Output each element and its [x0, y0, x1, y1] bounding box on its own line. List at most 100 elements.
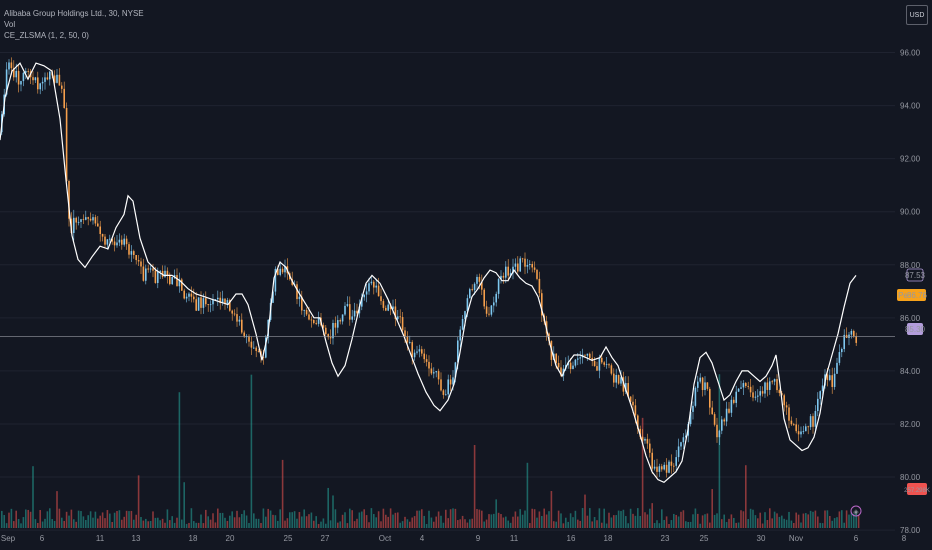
candle-body — [10, 62, 13, 69]
volume-bar — [41, 521, 44, 528]
volume-label: 257.298K — [904, 488, 930, 494]
volume-bar — [142, 520, 145, 528]
volume-bar — [188, 522, 190, 528]
candle-body — [793, 424, 795, 426]
candle-body — [658, 466, 661, 472]
candle-body — [130, 251, 133, 255]
price-axis[interactable]: 96.00 94.00 92.00 90.00 88.00 86.00 84.00 82.00… — [900, 49, 921, 536]
volume-bar — [490, 514, 493, 528]
volume-bar — [574, 510, 577, 528]
candle-body — [514, 263, 517, 267]
volume-bar — [1, 510, 3, 528]
y-tick-label: 84.00 — [900, 367, 921, 376]
candle-body — [627, 383, 629, 397]
volume-bar — [461, 515, 464, 528]
time-axis[interactable]: Sep 6 11 13 18 20 25 27 Oct 4 9 11 16 18 23 25 30 Nov 6 8 — [1, 534, 907, 543]
volume-bar — [557, 510, 560, 528]
volume-bar — [197, 522, 200, 528]
candle-body — [365, 291, 368, 295]
candle-body — [421, 349, 423, 354]
volume-bar — [809, 510, 812, 528]
volume-bar — [44, 518, 46, 528]
candle-body — [274, 268, 277, 292]
candle-body — [769, 381, 771, 390]
zlsma-line — [0, 62, 857, 484]
candle-body — [574, 359, 577, 366]
candle-body — [507, 266, 509, 276]
candle-body — [315, 323, 317, 324]
candle-body — [807, 426, 809, 428]
volume-bar — [553, 521, 555, 528]
x-tick-label: 9 — [476, 534, 481, 543]
volume-bar — [644, 512, 646, 528]
candle-body — [541, 293, 543, 316]
volume-bar — [130, 510, 133, 528]
volume-indicator-label[interactable]: Vol — [4, 20, 16, 29]
volume-bar — [449, 509, 452, 528]
volume-bar — [795, 512, 797, 528]
candle-body — [509, 273, 512, 276]
volume-bar — [68, 515, 70, 528]
volume-bar — [500, 514, 502, 528]
volume-bar — [673, 513, 675, 528]
volume-bar — [785, 519, 788, 528]
candle-body — [721, 419, 723, 431]
volume-bar — [435, 516, 437, 528]
candle-body — [557, 362, 560, 368]
currency-button[interactable]: USD — [906, 5, 928, 25]
volume-bar — [560, 513, 562, 528]
volume-bar — [8, 512, 10, 528]
candle-body — [524, 258, 526, 267]
candle-body — [629, 396, 632, 402]
candle-body — [785, 405, 788, 408]
candle-body — [675, 457, 677, 466]
candle-body — [183, 290, 185, 299]
volume-bar — [745, 465, 747, 528]
candle-body — [764, 382, 766, 394]
candle-body — [166, 270, 169, 276]
candle-body — [238, 319, 241, 322]
candle-body — [317, 317, 320, 324]
volume-bar — [262, 508, 265, 528]
candle-body — [197, 297, 200, 311]
volume-bar — [749, 508, 752, 528]
volume-bar — [231, 511, 233, 528]
symbol-title[interactable]: Alibaba Group Holdings Ltd., 30, NYSE — [4, 9, 144, 18]
candle-body — [788, 407, 790, 421]
candle-body — [493, 302, 495, 306]
candle-body — [742, 383, 745, 388]
volume-bar — [58, 508, 61, 528]
price-tag-badge: Pe 86.76 — [897, 289, 928, 301]
candle-body — [262, 356, 265, 358]
candle-body — [536, 269, 538, 279]
candle-body — [665, 464, 668, 473]
candle-body — [716, 424, 718, 438]
volume-bar — [329, 520, 332, 528]
volume-bar — [27, 509, 29, 528]
volume-bar — [778, 516, 781, 528]
candle-body — [457, 340, 459, 363]
candle-body — [236, 314, 238, 322]
volume-bar — [20, 523, 22, 528]
candle-body — [394, 306, 397, 320]
volume-bar — [569, 513, 572, 528]
candle-body — [497, 279, 500, 294]
candle-body — [106, 239, 109, 245]
event-marker[interactable]: ◈ — [850, 505, 862, 517]
volume-bar — [166, 509, 169, 528]
volume-bar — [89, 511, 92, 528]
candle-body — [771, 381, 773, 383]
candle-body — [61, 85, 63, 89]
candle-body — [147, 268, 149, 270]
x-tick-label: 8 — [902, 534, 907, 543]
volume-bar — [761, 523, 764, 528]
volume-bar — [17, 519, 20, 528]
volume-bar — [265, 516, 267, 528]
zlsma-indicator-label[interactable]: CE_ZLSMA (1, 2, 50, 0) — [4, 31, 89, 40]
volume-bar — [677, 516, 680, 528]
candle-body — [668, 461, 670, 473]
candle-body — [212, 299, 214, 305]
x-tick-label: 13 — [132, 534, 141, 543]
volume-bar — [34, 519, 37, 528]
